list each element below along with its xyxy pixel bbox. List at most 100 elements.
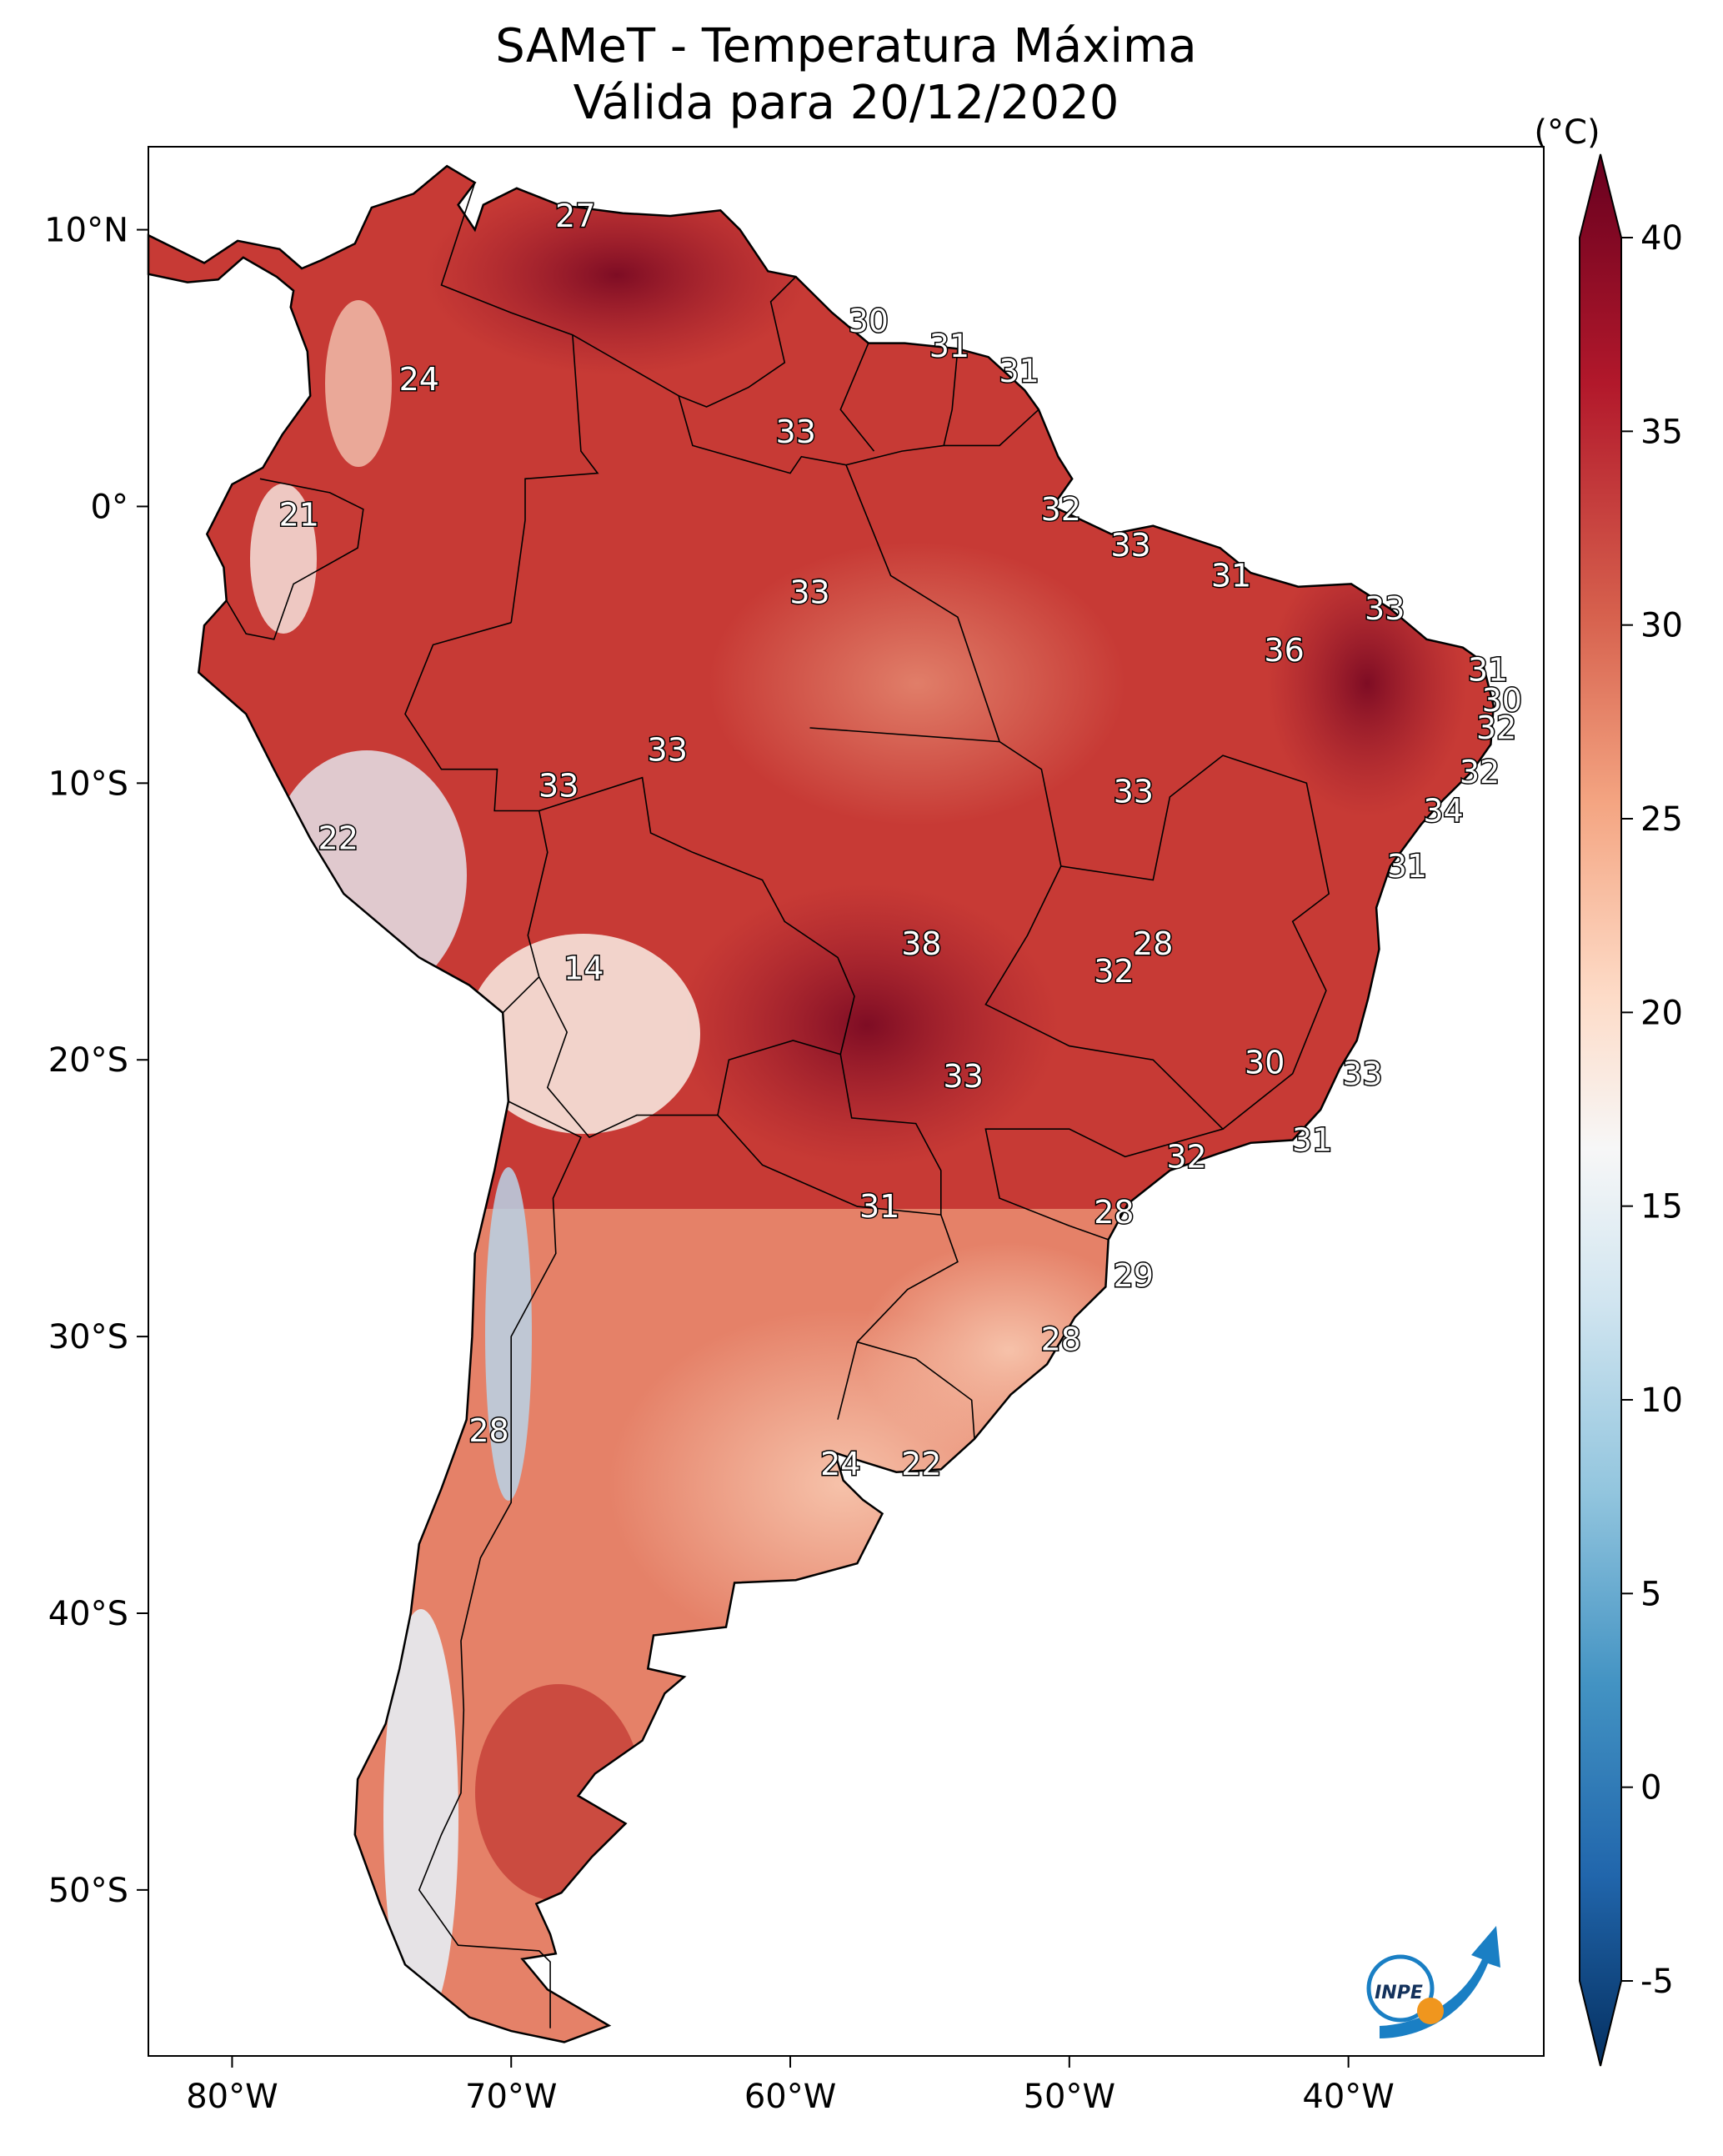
coastline bbox=[147, 164, 1495, 2043]
lat-tick-label: 30°S bbox=[48, 1318, 128, 1356]
station-value-label: 29 bbox=[1114, 1257, 1154, 1294]
lon-tick-label: 50°W bbox=[1024, 2078, 1115, 2116]
border-line bbox=[845, 464, 1000, 742]
lat-tick-label: 10°N bbox=[44, 212, 128, 250]
border-line bbox=[226, 478, 364, 640]
station-value-label: 32 bbox=[1166, 1138, 1206, 1175]
border-line bbox=[538, 776, 855, 1116]
warm-region-central bbox=[709, 542, 1125, 825]
station-value-label: 33 bbox=[648, 732, 688, 769]
title-line-2: Válida para 20/12/2020 bbox=[573, 76, 1119, 130]
inpe-logo: INPE bbox=[1366, 1926, 1500, 2038]
station-value-label: 33 bbox=[1114, 773, 1154, 810]
station-value-label: 24 bbox=[820, 1446, 860, 1482]
lon-tick-label: 60°W bbox=[744, 2078, 836, 2116]
station-value-label: 33 bbox=[1110, 527, 1150, 564]
logo-text: INPE bbox=[1375, 1983, 1423, 2003]
station-value-label: 32 bbox=[1094, 953, 1134, 990]
station-value-label: 33 bbox=[776, 414, 816, 450]
colorbar-tick-label: 20 bbox=[1640, 994, 1683, 1032]
station-value-label: 22 bbox=[318, 820, 358, 857]
station-value-label: 38 bbox=[901, 925, 941, 962]
map-title: SAMeT - Temperatura Máxima Válida para 2… bbox=[148, 18, 1544, 132]
lon-tick-label: 70°W bbox=[465, 2078, 557, 2116]
warm-patagonia-east bbox=[475, 1684, 642, 1901]
border-line bbox=[984, 865, 1225, 1241]
cool-altiplano bbox=[467, 934, 700, 1134]
station-value-label: 28 bbox=[1041, 1321, 1081, 1357]
border-line bbox=[538, 976, 959, 1420]
station-value-label: 28 bbox=[1094, 1194, 1134, 1231]
station-value-label: 22 bbox=[901, 1446, 941, 1482]
station-value-label: 28 bbox=[468, 1412, 508, 1449]
station-value-label: 33 bbox=[1365, 590, 1405, 627]
station-value-label: 31 bbox=[1468, 651, 1508, 688]
station-value-label: 31 bbox=[999, 353, 1039, 389]
station-value-label: 32 bbox=[1476, 709, 1516, 746]
station-value-label: 34 bbox=[1423, 793, 1463, 830]
station-value-label: 31 bbox=[1292, 1122, 1332, 1159]
cool-andes-colombia bbox=[325, 300, 392, 467]
station-value-label: 33 bbox=[943, 1058, 983, 1095]
lat-tick-label: 0° bbox=[91, 488, 128, 526]
lon-tick-label: 80°W bbox=[186, 2078, 278, 2116]
colorbar-tick-label: 25 bbox=[1640, 800, 1683, 839]
latitude-ticks: 10°N 0° 10°S 20°S 30°S 40°S 50°S bbox=[44, 212, 148, 1910]
lat-tick-label: 50°S bbox=[48, 1872, 128, 1910]
station-value-label: 31 bbox=[929, 328, 969, 364]
logo-dot-icon bbox=[1417, 1998, 1444, 2024]
station-value-label: 21 bbox=[279, 496, 319, 533]
station-value-label: 33 bbox=[1342, 1055, 1382, 1092]
station-value-label: 36 bbox=[1264, 632, 1304, 669]
station-value-label: 31 bbox=[1387, 848, 1427, 885]
colorbar-tick-label: 15 bbox=[1640, 1188, 1683, 1226]
station-value-label: 28 bbox=[1133, 925, 1173, 962]
colorbar: (°C) 40 35 30 25 20 15 10 5 0 -5 bbox=[1534, 113, 1683, 2067]
colorbar-ticks: 40 35 30 25 20 15 10 5 0 -5 bbox=[1621, 219, 1683, 2001]
colorbar-tick-label: 35 bbox=[1640, 413, 1683, 451]
lon-tick-label: 40°W bbox=[1302, 2078, 1394, 2116]
border-line bbox=[839, 1054, 942, 1216]
cool-andes-ecuador bbox=[250, 484, 317, 634]
lat-tick-label: 40°S bbox=[48, 1595, 128, 1633]
station-value-label: 30 bbox=[849, 303, 889, 339]
station-value-label: 31 bbox=[859, 1188, 899, 1225]
hot-core-north bbox=[425, 175, 809, 375]
border-line bbox=[418, 1101, 582, 2028]
colorbar-tick-label: 40 bbox=[1640, 219, 1683, 258]
station-value-label: 30 bbox=[1245, 1045, 1285, 1081]
longitude-ticks: 80°W 70°W 60°W 50°W 40°W bbox=[186, 2056, 1395, 2116]
border-line bbox=[404, 622, 548, 1014]
station-value-label: 31 bbox=[1211, 557, 1251, 594]
border-line bbox=[809, 727, 1330, 1130]
title-line-1: SAMeT - Temperatura Máxima bbox=[495, 19, 1197, 73]
border-line bbox=[839, 343, 875, 452]
border-line bbox=[857, 1341, 975, 1439]
colorbar-unit-label: (°C) bbox=[1534, 113, 1600, 152]
lat-tick-label: 20°S bbox=[48, 1041, 128, 1080]
logo-ring-icon bbox=[1366, 1954, 1435, 2023]
colorbar-tick-label: 30 bbox=[1640, 607, 1683, 645]
border-line bbox=[440, 182, 599, 623]
station-value-label: 32 bbox=[1460, 754, 1500, 790]
station-value-label: 30 bbox=[1482, 682, 1522, 719]
station-value-label: 33 bbox=[789, 574, 829, 610]
station-value-label: 33 bbox=[538, 768, 579, 805]
colorbar-tick-label: 5 bbox=[1640, 1575, 1661, 1613]
colorbar-tick-label: 10 bbox=[1640, 1381, 1683, 1420]
cool-patagonia-west bbox=[383, 1609, 458, 2026]
hot-core-pantanal bbox=[675, 884, 1059, 1167]
border-line bbox=[943, 348, 959, 446]
colorbar-tick-label: 0 bbox=[1640, 1769, 1661, 1808]
lat-tick-label: 10°S bbox=[48, 765, 128, 803]
political-borders bbox=[226, 182, 1330, 2028]
cool-andes-chile bbox=[485, 1167, 532, 1501]
station-value-label: 27 bbox=[555, 198, 595, 234]
colorbar-tick-label: -5 bbox=[1640, 1963, 1674, 2001]
station-value-label: 14 bbox=[563, 950, 604, 987]
station-value-label: 24 bbox=[399, 361, 439, 398]
colorbar-body bbox=[1579, 153, 1622, 2067]
station-value-label: 32 bbox=[1041, 491, 1081, 528]
